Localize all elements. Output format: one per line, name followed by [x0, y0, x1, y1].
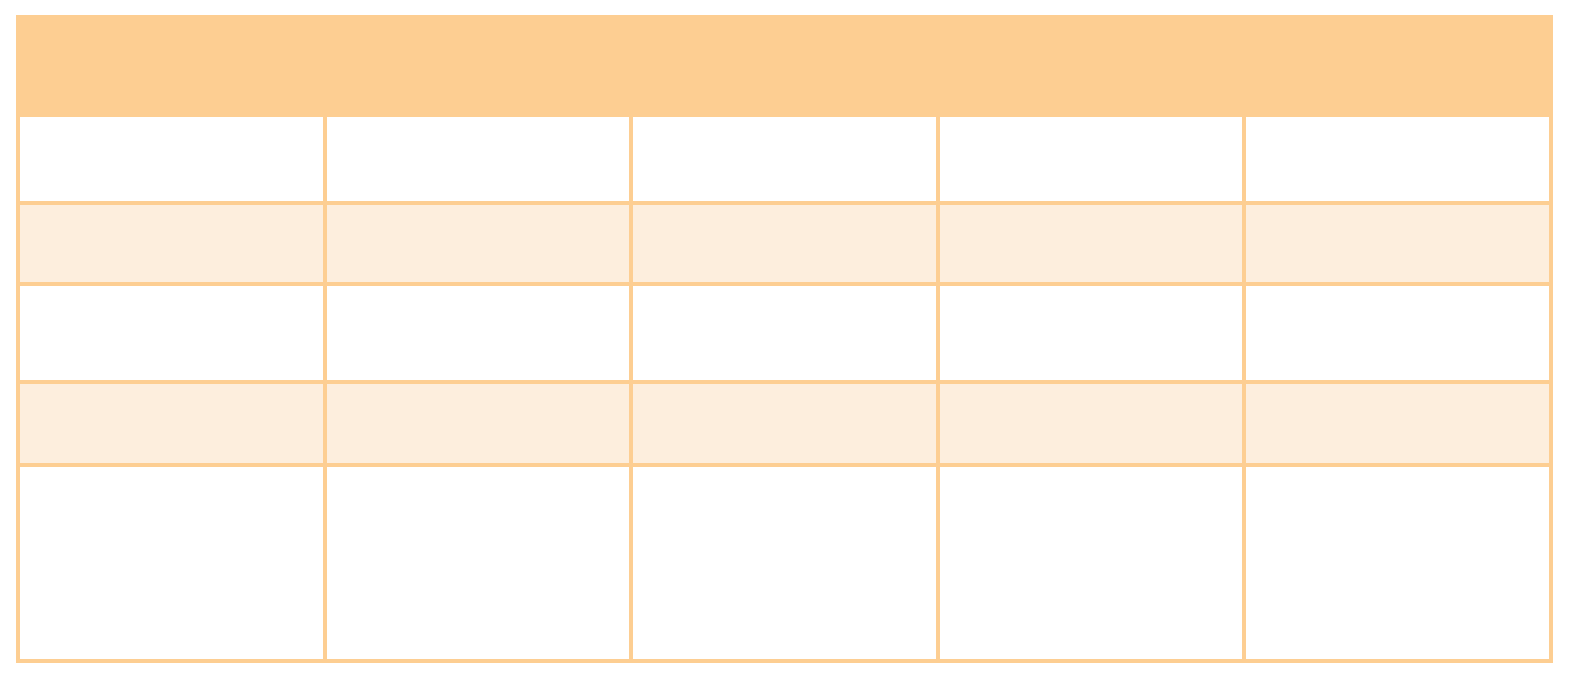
table-cell [16, 282, 327, 384]
table-cell [16, 380, 327, 467]
table-cell [16, 201, 327, 286]
table-cell [629, 113, 940, 205]
table-cell [629, 282, 940, 384]
empty-banded-table [16, 15, 1553, 663]
table-row [16, 201, 1553, 286]
table-cell [1242, 282, 1553, 384]
table-cell [1242, 201, 1553, 286]
table-cell [935, 282, 1247, 384]
table-cell [629, 201, 940, 286]
table-cell [16, 463, 327, 663]
table-cell [322, 282, 634, 384]
table-header-band [16, 15, 1553, 117]
table-body [16, 113, 1553, 663]
table-cell [322, 463, 634, 663]
table-cell [935, 380, 1247, 467]
table-cell [1242, 463, 1553, 663]
table-head [16, 15, 1553, 117]
table-header-row [16, 15, 1553, 117]
table-cell [935, 113, 1247, 205]
table-cell [935, 463, 1247, 663]
table-cell [1242, 380, 1553, 467]
table-cell [322, 201, 634, 286]
table-cell [935, 201, 1247, 286]
table-cell [322, 113, 634, 205]
table-cell [629, 463, 940, 663]
table-container [16, 15, 1553, 663]
table-row [16, 380, 1553, 467]
table-cell [16, 113, 327, 205]
table-cell [1242, 113, 1553, 205]
table-row [16, 463, 1553, 663]
table-cell [629, 380, 940, 467]
table-cell [322, 380, 634, 467]
table-row [16, 113, 1553, 205]
table-row [16, 282, 1553, 384]
